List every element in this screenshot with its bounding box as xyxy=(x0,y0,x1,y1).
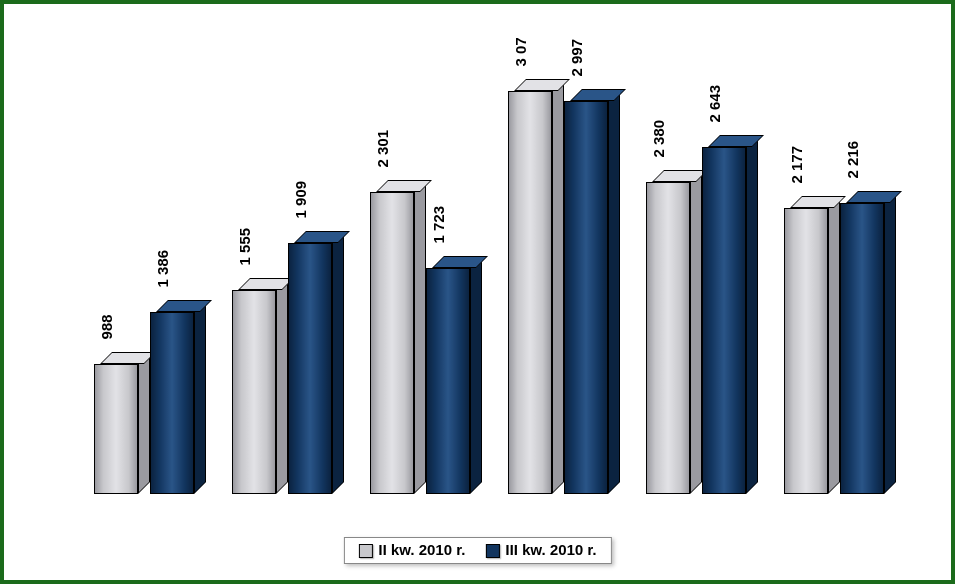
chart-plot-area: 988 1 386 1 555 1 909 2 301 1 723 3 07 2 997 2 3… xyxy=(84,74,894,494)
bar-group: 2 177 2 216 xyxy=(784,203,884,494)
bar-group: 3 07 2 997 xyxy=(508,91,608,494)
bar-front xyxy=(94,364,138,494)
bar-value-label: 3 07 xyxy=(513,37,530,66)
bar-front xyxy=(150,312,194,494)
bar-front xyxy=(840,203,884,494)
bar-value-label: 1 723 xyxy=(431,206,448,244)
bar-group: 988 1 386 xyxy=(94,312,194,494)
bar-side xyxy=(276,278,288,494)
bar-side xyxy=(414,180,426,494)
bar-front xyxy=(508,91,552,494)
bar-side xyxy=(194,300,206,494)
legend-label-s2: III kw. 2010 r. xyxy=(505,542,596,559)
bar-s2: 2 216 xyxy=(840,203,884,494)
bar-group: 2 380 2 643 xyxy=(646,147,746,494)
plot-floor xyxy=(84,492,894,494)
bar-s1: 2 301 xyxy=(370,192,414,494)
bar-side xyxy=(552,79,564,494)
bar-front xyxy=(702,147,746,494)
bar-front xyxy=(288,243,332,494)
bar-s2: 1 723 xyxy=(426,268,470,494)
bar-front xyxy=(784,208,828,494)
legend-swatch-s2 xyxy=(485,544,499,558)
bar-side xyxy=(690,170,702,494)
bar-side xyxy=(828,196,840,494)
bar-s2: 2 643 xyxy=(702,147,746,494)
legend: II kw. 2010 r. III kw. 2010 r. xyxy=(343,537,611,564)
bar-group: 2 301 1 723 xyxy=(370,192,470,494)
bar-value-label: 2 177 xyxy=(789,146,806,184)
legend-swatch-s1 xyxy=(358,544,372,558)
bar-value-label: 2 216 xyxy=(845,141,862,179)
bar-side xyxy=(746,135,758,494)
bar-front xyxy=(232,290,276,494)
bar-s1: 988 xyxy=(94,364,138,494)
bar-value-label: 2 643 xyxy=(707,85,724,123)
bar-s2: 1 386 xyxy=(150,312,194,494)
bar-front xyxy=(646,182,690,494)
legend-item-s2: III kw. 2010 r. xyxy=(485,542,596,559)
bar-front xyxy=(426,268,470,494)
legend-item-s1: II kw. 2010 r. xyxy=(358,542,465,559)
bar-side xyxy=(608,89,620,494)
bar-s1: 2 380 xyxy=(646,182,690,494)
bar-value-label: 2 380 xyxy=(651,120,668,158)
bar-value-label: 1 555 xyxy=(237,228,254,266)
bar-side xyxy=(470,256,482,494)
bar-value-label: 1 386 xyxy=(155,250,172,288)
bar-s1: 1 555 xyxy=(232,290,276,494)
bar-value-label: 2 301 xyxy=(375,130,392,168)
legend-label-s1: II kw. 2010 r. xyxy=(378,542,465,559)
bar-side xyxy=(884,191,896,494)
bar-front xyxy=(370,192,414,494)
bar-value-label: 1 909 xyxy=(293,181,310,219)
bar-s2: 1 909 xyxy=(288,243,332,494)
bar-value-label: 2 997 xyxy=(569,39,586,77)
bar-value-label: 988 xyxy=(99,315,116,340)
bar-side xyxy=(332,231,344,494)
bar-s2: 2 997 xyxy=(564,101,608,494)
bar-s1: 2 177 xyxy=(784,208,828,494)
bar-group: 1 555 1 909 xyxy=(232,243,332,494)
bar-front xyxy=(564,101,608,494)
bar-s1: 3 07 xyxy=(508,91,552,494)
bar-side xyxy=(138,352,150,494)
chart-frame: 988 1 386 1 555 1 909 2 301 1 723 3 07 2 997 2 3… xyxy=(0,0,955,584)
